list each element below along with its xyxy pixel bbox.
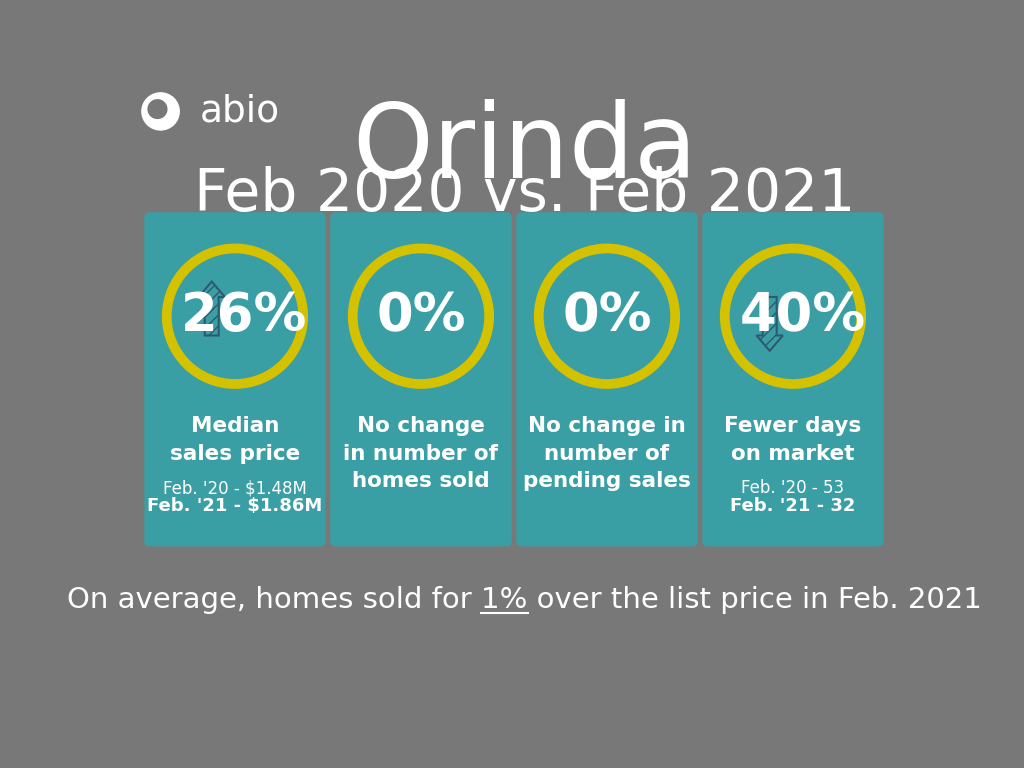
Text: Feb. '21 - 32: Feb. '21 - 32 <box>730 497 856 515</box>
Circle shape <box>147 99 168 119</box>
FancyBboxPatch shape <box>516 212 697 547</box>
Text: 40%: 40% <box>739 290 865 343</box>
Text: Median
sales price: Median sales price <box>170 416 300 464</box>
Text: 0%: 0% <box>562 290 651 343</box>
Text: abio: abio <box>200 94 281 130</box>
Text: No change in
number of
pending sales: No change in number of pending sales <box>523 416 691 491</box>
Text: On average, homes sold for 1% over the list price in Feb. 2021: On average, homes sold for 1% over the l… <box>68 586 982 614</box>
Circle shape <box>141 92 180 131</box>
Text: 1%: 1% <box>128 586 174 614</box>
FancyBboxPatch shape <box>331 212 512 547</box>
Text: On average, homes sold for: On average, homes sold for <box>317 586 732 614</box>
Text: Fewer days
on market: Fewer days on market <box>724 416 861 464</box>
Text: Feb. '21 - $1.86M: Feb. '21 - $1.86M <box>147 497 323 515</box>
Text: Feb 2020 vs. Feb 2021: Feb 2020 vs. Feb 2021 <box>195 166 855 223</box>
FancyBboxPatch shape <box>702 212 884 547</box>
Text: 0%: 0% <box>376 290 466 343</box>
Text: No change
in number of
homes sold: No change in number of homes sold <box>343 416 499 491</box>
Text: On average, homes sold for: On average, homes sold for <box>128 586 542 614</box>
Text: Feb. '20 - 53: Feb. '20 - 53 <box>741 479 845 498</box>
Text: Feb. '20 - $1.48M: Feb. '20 - $1.48M <box>163 479 307 498</box>
Text: On average, homes sold for 1% over the list price in Feb. 2021: On average, homes sold for 1% over the l… <box>68 586 982 614</box>
Text: 26%: 26% <box>181 290 307 343</box>
FancyBboxPatch shape <box>144 212 326 547</box>
FancyArrow shape <box>165 116 173 124</box>
Text: Orinda: Orinda <box>352 98 697 199</box>
